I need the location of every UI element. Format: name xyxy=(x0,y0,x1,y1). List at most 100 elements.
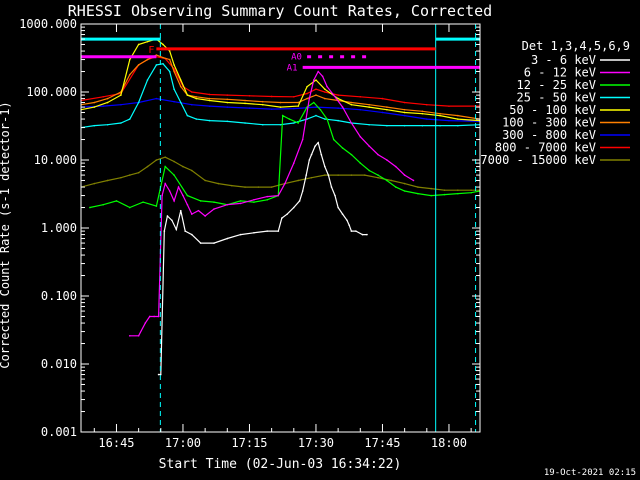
data-point xyxy=(168,58,171,61)
data-point xyxy=(173,64,175,66)
data-point xyxy=(261,123,264,126)
data-point xyxy=(310,176,313,179)
data-point xyxy=(137,171,140,174)
data-point xyxy=(305,174,308,176)
data-point xyxy=(426,118,428,120)
data-point xyxy=(457,124,459,127)
data-point xyxy=(226,98,229,101)
data-point xyxy=(226,94,229,96)
data-point xyxy=(312,79,315,81)
x-tick-label: 17:15 xyxy=(231,436,267,450)
data-point xyxy=(162,56,164,59)
data-point xyxy=(168,50,171,52)
data-point xyxy=(448,119,450,122)
data-point xyxy=(361,233,364,236)
data-point xyxy=(226,106,229,108)
data-point xyxy=(348,224,351,226)
data-point xyxy=(306,85,308,88)
data-point xyxy=(179,79,182,81)
data-point xyxy=(341,147,344,149)
data-point xyxy=(403,190,406,192)
data-point xyxy=(346,219,348,222)
data-point xyxy=(128,58,131,61)
data-point xyxy=(403,111,406,114)
data-point xyxy=(317,70,319,73)
data-point xyxy=(403,108,406,111)
data-point xyxy=(191,169,193,172)
data-point xyxy=(146,79,149,81)
data-point xyxy=(308,97,311,100)
data-point xyxy=(341,213,344,215)
data-point xyxy=(426,103,428,106)
data-point xyxy=(166,215,169,217)
data-point xyxy=(155,205,158,207)
data-point xyxy=(386,106,388,108)
y-tick-label: 1000.000 xyxy=(19,17,77,31)
data-point xyxy=(301,138,304,141)
data-point xyxy=(470,191,472,194)
data-point xyxy=(457,118,459,120)
data-point xyxy=(120,176,122,179)
data-point xyxy=(195,97,198,100)
data-point xyxy=(199,200,202,202)
data-point xyxy=(173,70,175,73)
data-point xyxy=(128,334,131,337)
legend-label: 50 - 100 keV xyxy=(509,103,596,117)
data-point xyxy=(137,64,140,66)
data-point xyxy=(244,102,246,105)
data-point xyxy=(128,174,131,176)
data-point xyxy=(350,153,353,156)
data-point xyxy=(213,208,215,210)
data-point xyxy=(155,64,158,66)
y-tick-label: 0.010 xyxy=(41,357,77,371)
data-point xyxy=(297,179,300,182)
data-point xyxy=(403,124,406,127)
data-point xyxy=(332,138,335,141)
data-point xyxy=(368,103,370,106)
data-point xyxy=(306,97,308,100)
data-point xyxy=(213,242,215,244)
data-point xyxy=(293,206,295,209)
data-point xyxy=(93,106,96,108)
data-point xyxy=(386,159,388,161)
data-point xyxy=(377,153,379,156)
data-point xyxy=(168,70,171,73)
data-point xyxy=(191,103,193,106)
data-point xyxy=(89,206,91,209)
data-point xyxy=(281,114,284,117)
series-line-5 xyxy=(81,54,480,120)
data-point xyxy=(157,373,160,376)
data-point xyxy=(312,101,315,104)
data-point xyxy=(457,192,459,195)
data-point xyxy=(281,217,283,219)
data-point xyxy=(324,174,326,176)
data-point xyxy=(157,315,160,318)
data-point xyxy=(403,114,406,117)
data-point xyxy=(253,231,255,234)
data-point xyxy=(195,95,198,98)
data-point xyxy=(430,187,433,190)
data-point xyxy=(421,124,424,127)
y-tick-label: 0.100 xyxy=(41,289,77,303)
data-point xyxy=(208,105,211,107)
data-point xyxy=(297,122,300,124)
data-point xyxy=(162,43,164,46)
legend-label: 25 - 50 keV xyxy=(517,91,596,105)
data-point xyxy=(186,203,189,206)
data-point xyxy=(306,118,308,120)
x-tick-label: 17:45 xyxy=(364,436,400,450)
data-point xyxy=(359,95,362,98)
data-point xyxy=(93,182,96,185)
data-point xyxy=(337,97,339,100)
data-point xyxy=(403,182,406,185)
legend-label: 3 - 6 keV xyxy=(531,53,596,67)
data-point xyxy=(230,184,233,187)
data-point xyxy=(386,124,388,127)
series-line-2 xyxy=(89,101,480,209)
data-point xyxy=(173,174,175,176)
data-point xyxy=(168,190,171,192)
legend-label: 100 - 300 keV xyxy=(502,116,596,130)
data-point xyxy=(173,100,175,103)
data-point xyxy=(310,153,313,156)
